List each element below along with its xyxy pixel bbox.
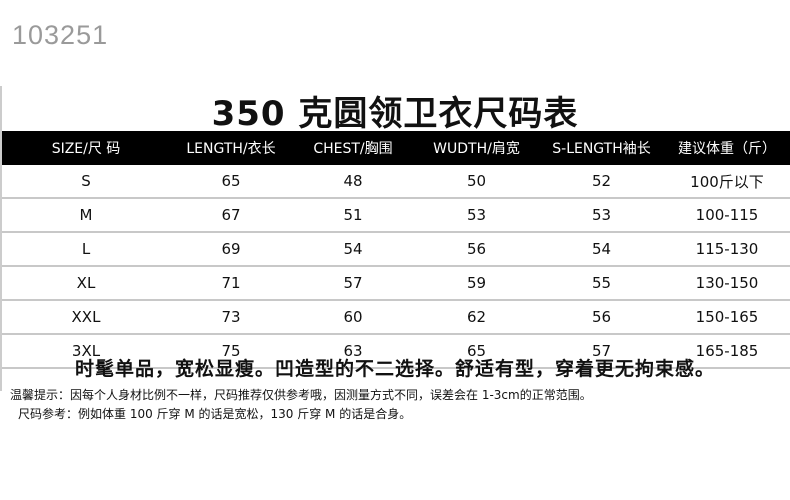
table-cell: 56 — [466, 240, 487, 258]
table-cell: 100-115 — [695, 206, 759, 224]
table-row: XL 71 57 59 55 130-150 — [2, 267, 790, 301]
header-cell: LENGTH/衣长 — [186, 141, 276, 157]
table-row: S 65 48 50 52 100斤以下 — [2, 165, 790, 199]
table-cell: 51 — [343, 206, 363, 224]
table-cell: 67 — [221, 206, 241, 224]
header-cell: WUDTH/肩宽 — [433, 141, 520, 157]
note-tip: 温馨提示：因每个人身材比例不一样，尺码推荐仅供参考哦，因测量方式不同，误差会在 … — [10, 388, 592, 402]
table-cell: 54 — [343, 240, 363, 258]
table-cell: 69 — [221, 240, 241, 258]
table-row: L 69 54 56 54 115-130 — [2, 233, 790, 267]
table-cell: 54 — [591, 240, 612, 258]
table-cell: 75 — [221, 342, 241, 360]
table-cell: 53 — [591, 206, 612, 224]
table-cell: 115-130 — [695, 240, 759, 258]
table-cell: 130-150 — [695, 274, 759, 292]
table-cell: 73 — [221, 308, 241, 326]
table-cell: 71 — [221, 274, 241, 292]
table-cell: 52 — [591, 172, 612, 190]
table-header: SIZE/尺 码 LENGTH/衣长 CHEST/胸围 WUDTH/肩宽 S-L… — [2, 131, 790, 165]
header-cell: CHEST/胸围 — [313, 141, 393, 157]
table-row: M 67 51 53 53 100-115 — [2, 199, 790, 233]
table-cell: 65 — [221, 172, 241, 190]
table-cell: 57 — [343, 274, 363, 292]
table-cell: 65 — [466, 342, 487, 360]
table-cell: 63 — [343, 342, 363, 360]
slogan: 时髦单品，宽松显瘦。凹造型的不二选择。舒适有型，穿着更无拘束感。 — [74, 358, 715, 380]
table-cell: 62 — [466, 308, 487, 326]
table-cell: 60 — [343, 308, 363, 326]
table-cell: 53 — [466, 206, 487, 224]
header-cell: SIZE/尺 码 — [51, 141, 121, 157]
table-cell: 59 — [466, 274, 487, 292]
table-cell: M — [79, 206, 93, 224]
note-reference: 尺码参考：例如体重 100 斤穿 M 的话是宽松，130 斤穿 M 的话是合身。 — [18, 407, 412, 421]
table-cell: L — [81, 240, 91, 258]
header-cell: S-LENGTH袖长 — [552, 141, 651, 157]
table-cell: 57 — [591, 342, 612, 360]
table-cell: 55 — [591, 274, 612, 292]
table-row: 3XL 75 63 65 57 165-185 — [2, 335, 790, 369]
table-cell: 50 — [466, 172, 487, 190]
table-cell: 48 — [343, 172, 363, 190]
watermark-id: 103251 — [12, 20, 109, 50]
table-cell: 56 — [591, 308, 612, 326]
table-cell: S — [81, 172, 91, 190]
size-table: SIZE/尺 码 LENGTH/衣长 CHEST/胸围 WUDTH/肩宽 S-L… — [2, 131, 790, 369]
table-cell: XXL — [71, 308, 101, 326]
table-cell: 165-185 — [695, 342, 759, 360]
header-cell: 建议体重（斤） — [678, 141, 776, 157]
table-cell: 150-165 — [695, 308, 759, 326]
table-row: XXL 73 60 62 56 150-165 — [2, 301, 790, 335]
left-border — [0, 86, 2, 391]
table-cell: 100斤以下 — [690, 172, 764, 191]
table-cell: 3XL — [71, 342, 101, 360]
page-title: 350 克圆领卫衣尺码表 — [211, 94, 579, 134]
table-cell: XL — [76, 274, 96, 292]
